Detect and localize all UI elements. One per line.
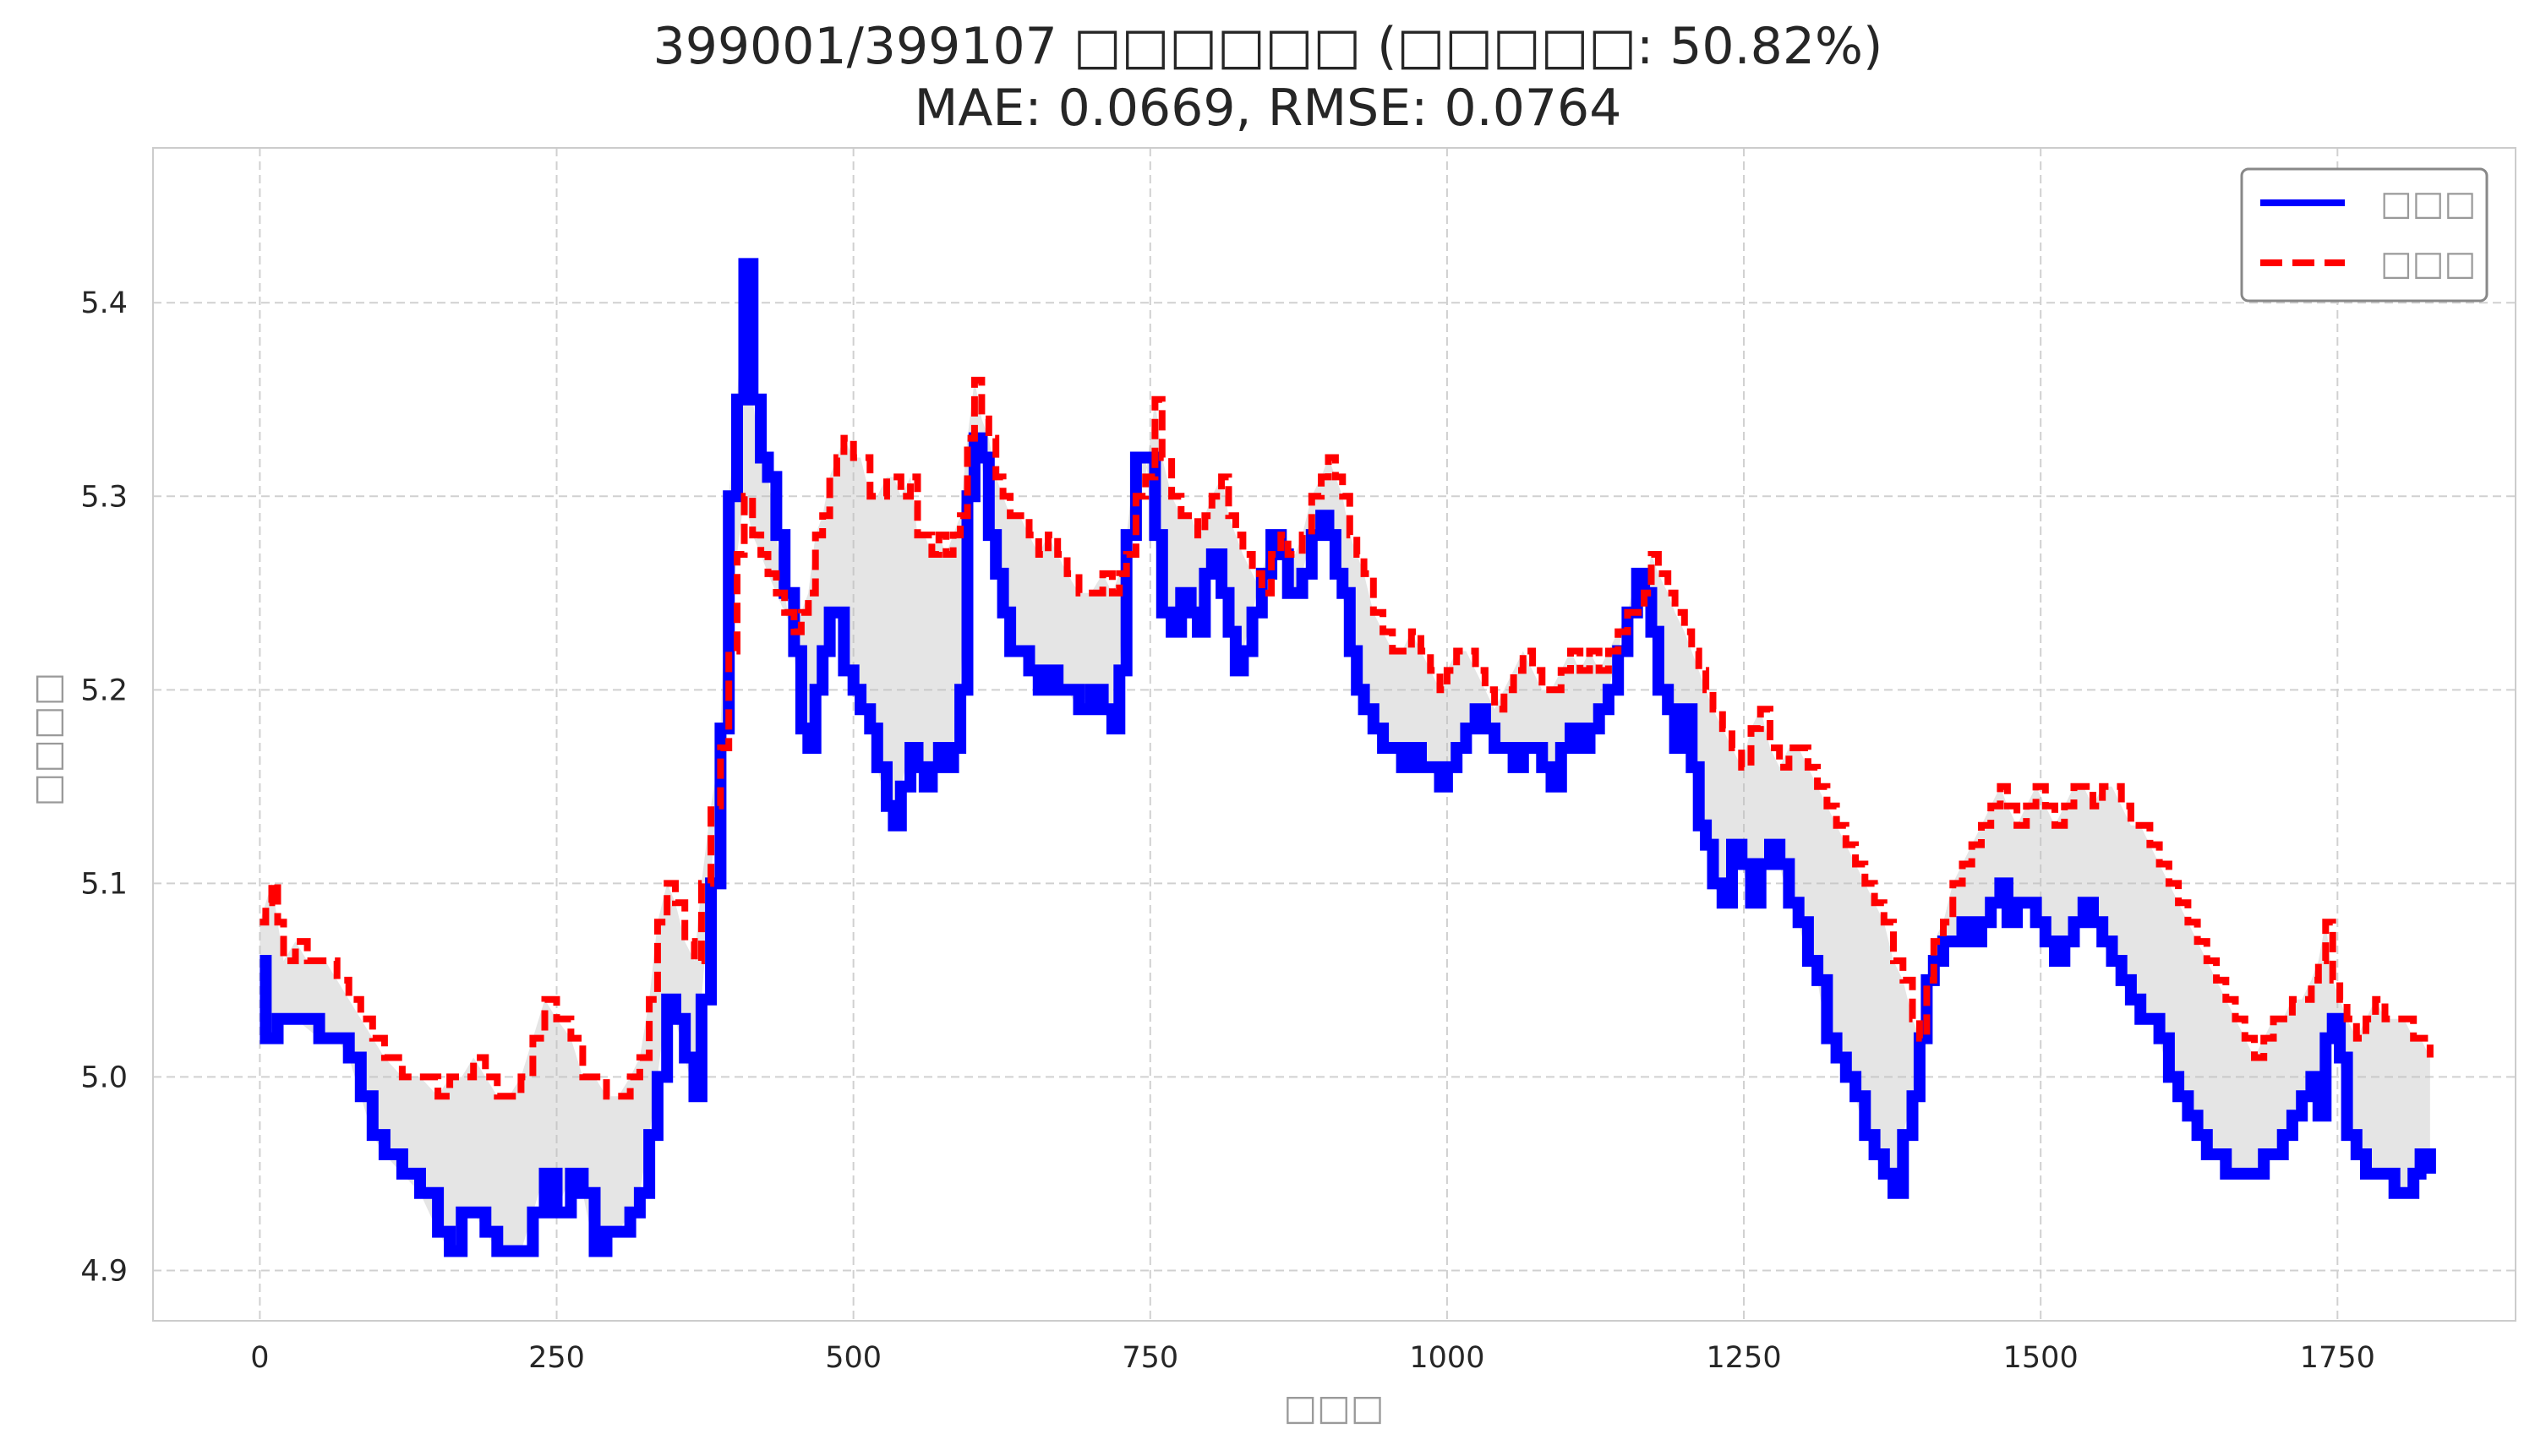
legend-label-actual: □□□ [2380, 184, 2476, 223]
y-tick-label: 5.1 [80, 867, 128, 901]
legend: □□□ □□□ [2240, 167, 2489, 303]
y-tick-label: 4.9 [80, 1254, 128, 1288]
x-tick-label: 0 [250, 1341, 269, 1375]
y-tick-labels: 4.9 5.0 5.1 5.2 5.3 5.4 [80, 286, 128, 1288]
x-tick-label: 1500 [2003, 1341, 2079, 1375]
chart-title-line1: 399001/399107 □□□□□□ (□□□□□: 50.82%) [653, 17, 1883, 76]
x-tick-label: 1750 [2300, 1341, 2375, 1375]
fill-between-polygon [260, 264, 2430, 1252]
plot-frame [152, 147, 2516, 1322]
y-axis-label: □□□□ [26, 673, 68, 807]
x-tick-labels: 0 250 500 750 1000 1250 1500 1750 [250, 1341, 2375, 1375]
x-tick-label: 1000 [1409, 1341, 1484, 1375]
x-tick-label: 1250 [1707, 1341, 1782, 1375]
series-line-actual [260, 258, 2436, 1257]
chart-title-line2: MAE: 0.0669, RMSE: 0.0764 [915, 79, 1622, 138]
series-layer [260, 258, 2436, 1257]
x-tick-label: 500 [825, 1341, 882, 1375]
fill-between-area [260, 264, 2430, 1252]
x-tick-label: 250 [528, 1341, 585, 1375]
grid [153, 148, 2516, 1321]
x-tick-label: 750 [1122, 1341, 1178, 1375]
y-tick-label: 5.0 [80, 1061, 128, 1094]
y-tick-label: 5.3 [80, 480, 128, 514]
y-tick-label: 5.2 [80, 673, 128, 707]
x-axis-label: □□□ [1283, 1387, 1384, 1428]
y-tick-label: 5.4 [80, 286, 128, 320]
legend-label-predicted: □□□ [2380, 244, 2476, 283]
series-line-predicted [260, 376, 2434, 1100]
